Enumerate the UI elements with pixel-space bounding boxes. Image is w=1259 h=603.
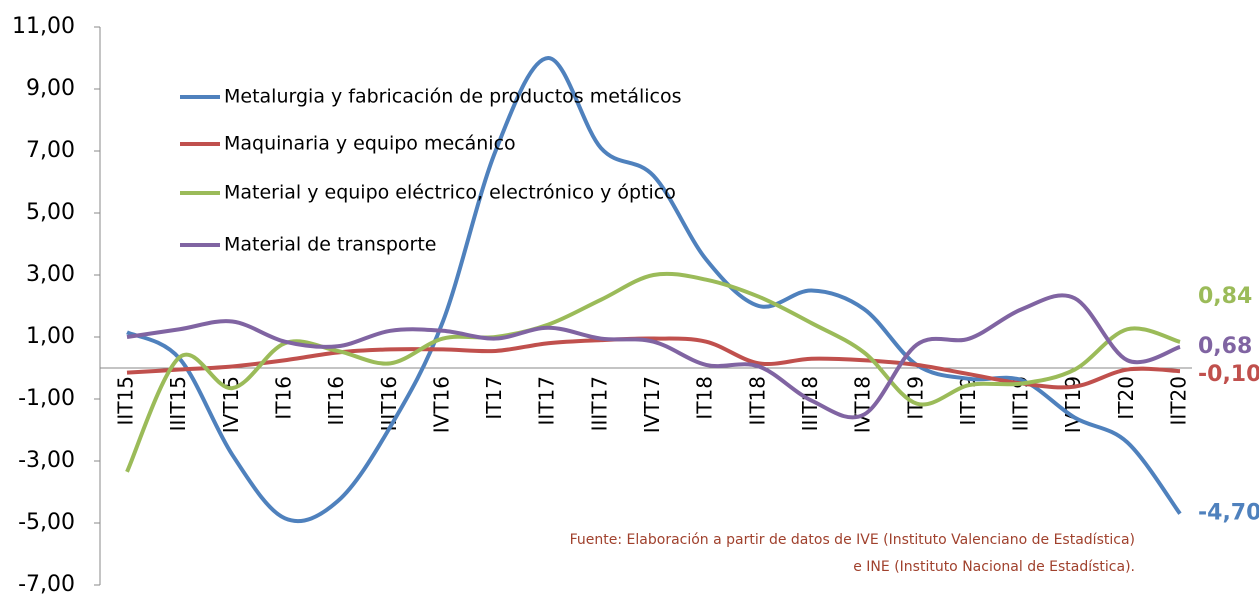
- x-tick-label: IT16: [271, 376, 295, 420]
- series-line: [126, 336, 1181, 390]
- x-tick-label: IVT17: [640, 376, 664, 433]
- series-line: [126, 293, 1181, 420]
- y-tick-label: 5,00: [26, 200, 75, 225]
- legend-label: Maquinaria y equipo mecánico: [224, 133, 516, 155]
- x-tick-label: IIT20: [1167, 376, 1191, 425]
- data-label: -4,70: [1198, 501, 1259, 526]
- legend-label: Material y equipo eléctrico, electrónico…: [224, 182, 676, 204]
- x-tick-label: IIIT17: [587, 376, 611, 431]
- x-tick-label: IIT17: [535, 376, 559, 425]
- y-tick-label: -5,00: [18, 510, 75, 535]
- x-tick-label: IIT16: [324, 376, 348, 425]
- y-tick-label: -3,00: [18, 448, 75, 473]
- x-tick-label: IVT16: [429, 376, 453, 433]
- y-tick-label: -1,00: [18, 386, 75, 411]
- y-tick-label: 3,00: [26, 262, 75, 287]
- source-note: Fuente: Elaboración a partir de datos de…: [570, 532, 1135, 548]
- data-label: 0,84: [1198, 284, 1252, 309]
- x-tick-label: IVT18: [851, 376, 875, 433]
- x-tick-label: IIT15: [114, 376, 138, 425]
- y-tick-label: 7,00: [26, 138, 75, 163]
- y-tick-label: 11,00: [12, 14, 75, 39]
- legend-label: Material de transporte: [224, 234, 437, 256]
- y-tick-label: 1,00: [26, 324, 75, 349]
- data-label: -0,10: [1198, 362, 1259, 387]
- series-line: [125, 271, 1181, 473]
- x-tick-label: IT17: [482, 376, 506, 420]
- legend-label: Metalurgia y fabricación de productos me…: [224, 86, 682, 108]
- y-tick-label: -7,00: [18, 572, 75, 597]
- data-label: 0,68: [1198, 334, 1252, 359]
- series-line: [126, 55, 1182, 524]
- x-tick-label: IIT18: [745, 376, 769, 425]
- x-tick-label: IT18: [693, 376, 717, 420]
- source-note: e INE (Instituto Nacional de Estadística…: [853, 559, 1135, 575]
- x-tick-label: IT20: [1114, 376, 1138, 420]
- x-tick-label: IIIT15: [166, 376, 190, 431]
- y-tick-label: 9,00: [26, 76, 75, 101]
- x-tick-label: IIIT16: [377, 376, 401, 431]
